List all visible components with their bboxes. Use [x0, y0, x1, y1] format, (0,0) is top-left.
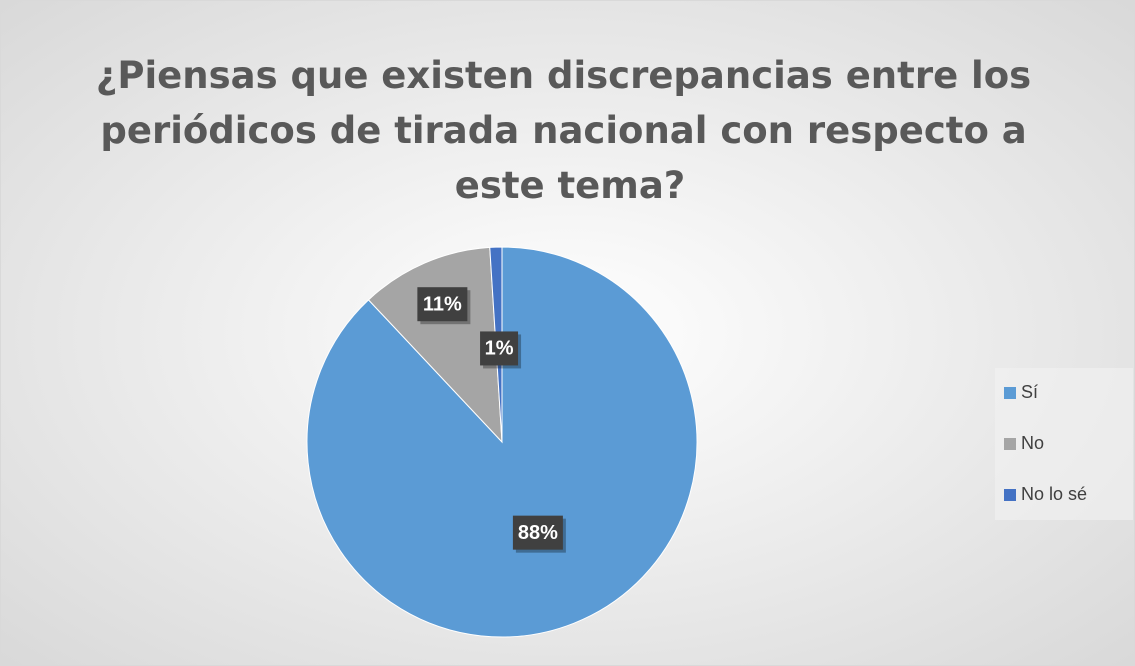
legend-swatch [1004, 387, 1016, 399]
legend-label: Sí [1021, 382, 1038, 402]
data-label-box [512, 515, 563, 550]
data-label-box [480, 331, 519, 366]
legend-swatch [1004, 489, 1016, 501]
legend-swatch [1004, 438, 1016, 450]
data-label: 1% [485, 338, 514, 360]
chart-title: ¿Piensas que existen discrepancias entre… [96, 54, 1044, 207]
data-label-box [417, 287, 468, 322]
legend-label: No [1021, 433, 1044, 453]
data-label: 88% [518, 522, 558, 544]
pie-slice [367, 246, 503, 444]
legend-label: No lo sé [1021, 484, 1087, 504]
legend-box [995, 368, 1133, 520]
data-label: 11% [423, 293, 462, 315]
